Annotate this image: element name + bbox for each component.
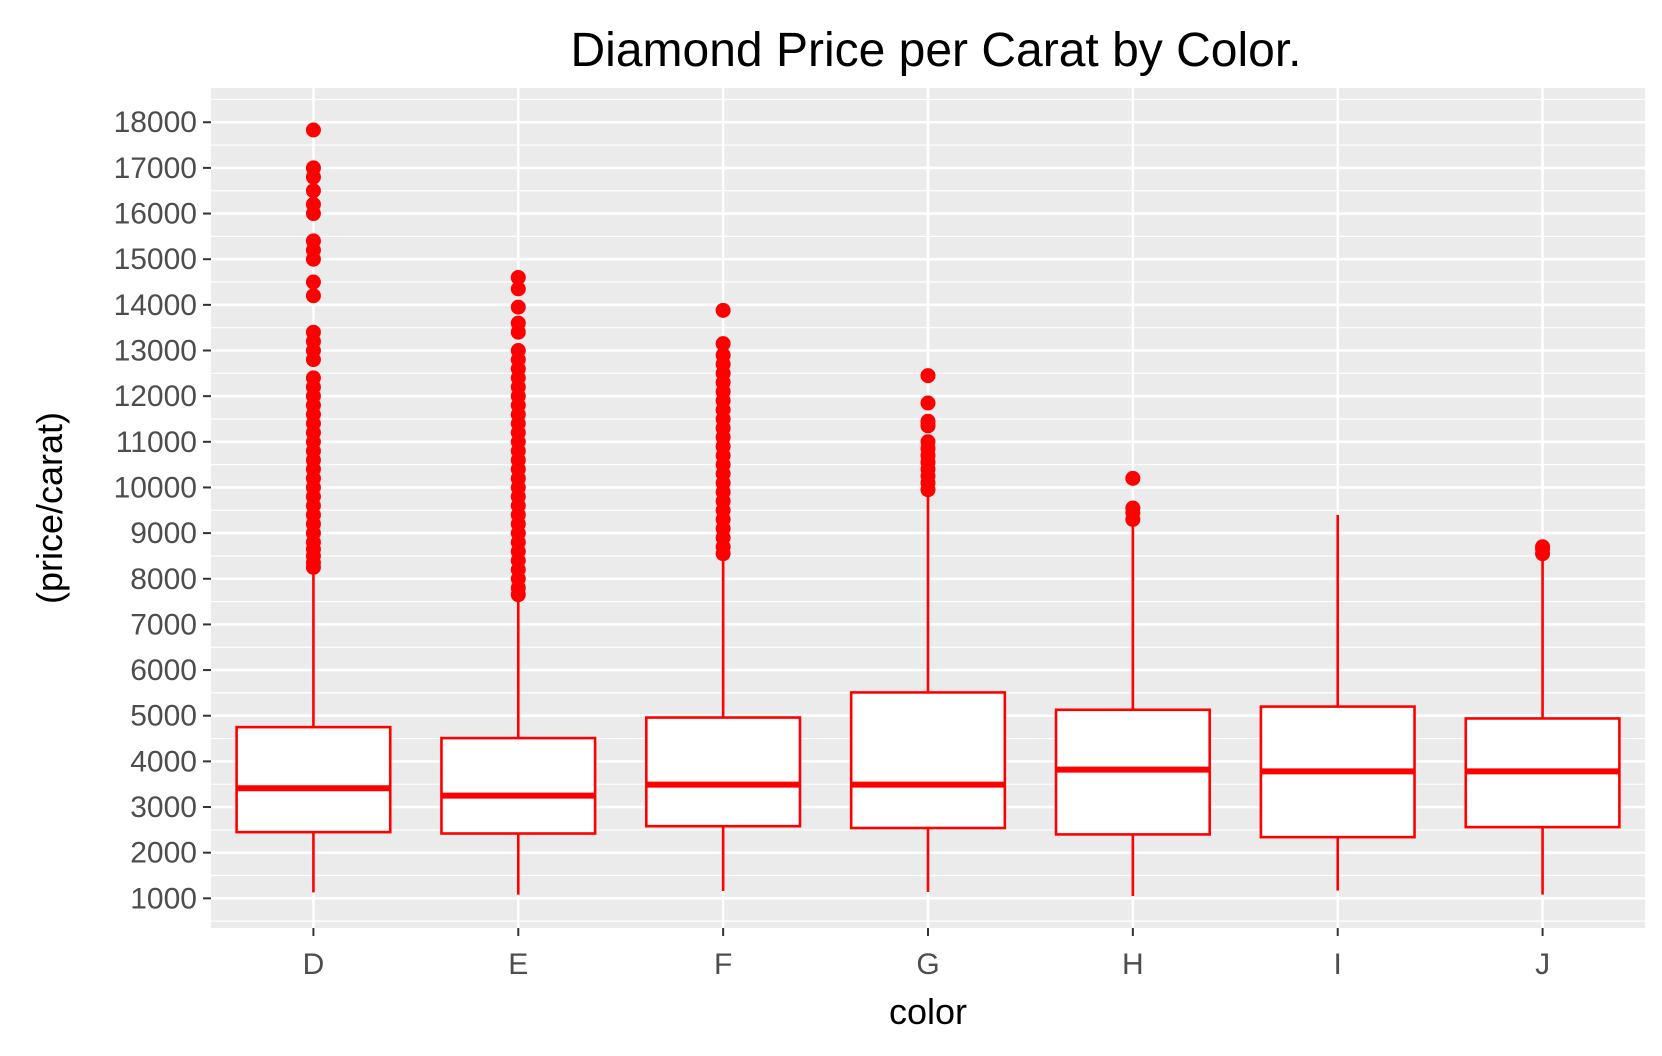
y-tick-label: 12000 [114,380,197,413]
box-G [849,368,1007,892]
iqr-box [645,716,802,828]
y-tick-label: 4000 [130,745,197,778]
x-tick-label: J [1535,948,1550,981]
box-F [645,302,802,892]
outlier-point [1535,539,1551,555]
outlier-point [510,315,526,331]
outlier-point [510,269,526,285]
outlier-point [1125,470,1141,486]
y-tick-label: 18000 [114,106,197,139]
outlier-point [715,302,731,318]
outlier-point [920,434,936,450]
outlier-point [510,299,526,315]
y-tick-label: 14000 [114,289,197,322]
outlier-point [305,160,321,176]
y-tick-label: 6000 [130,654,197,687]
outlier-point [510,343,526,358]
y-tick-label: 3000 [130,791,197,824]
box-E [440,269,597,895]
box-H [1054,470,1211,897]
outlier-point [1125,500,1141,516]
y-tick-label: 11000 [116,426,197,459]
outlier-point [305,324,321,340]
boxplot-series [235,122,1621,897]
iqr-box [440,736,597,835]
x-tick-label: H [1122,948,1144,981]
box-J [1464,539,1621,895]
outlier-point [715,347,731,363]
y-tick-label: 16000 [114,198,197,231]
outlier-point [920,368,936,384]
y-axis: 1000 2000 3000 4000 5000 6000 7000 8000 9000 1000… [114,106,211,915]
outlier-point [305,183,321,199]
x-tick-label: F [714,948,732,981]
y-tick-label: 17000 [114,152,197,185]
outlier-point [305,370,321,386]
chart-title: Diamond Price per Carat by Color. [571,24,1302,77]
y-axis-title: (price/carat) [29,412,70,604]
x-axis-title: color [889,991,967,1032]
outlier-point [920,395,936,411]
y-tick-label: 15000 [114,243,197,276]
iqr-box [849,691,1007,830]
y-tick-label: 8000 [130,563,197,596]
box-D [235,122,392,893]
x-axis: D E F G H I J [303,928,1550,981]
y-tick-label: 1000 [130,882,197,915]
x-tick-label: G [916,948,939,981]
box-I [1259,514,1416,891]
outlier-point [920,413,936,429]
outlier-point [305,233,321,249]
outlier-point [715,336,731,352]
outlier-point [510,281,526,297]
outlier-point [305,196,321,212]
iqr-box [235,725,392,834]
outlier-point [305,288,321,304]
y-tick-label: 2000 [130,837,197,870]
y-tick-label: 7000 [130,608,197,641]
y-tick-label: 13000 [114,335,197,368]
y-tick-label: 5000 [130,700,197,733]
x-tick-label: E [508,948,528,981]
x-tick-label: D [303,948,325,981]
outlier-point [305,122,321,138]
x-tick-label: I [1334,948,1342,981]
outlier-point [305,274,321,290]
y-tick-label: 10000 [114,471,197,504]
y-tick-label: 9000 [130,517,197,550]
